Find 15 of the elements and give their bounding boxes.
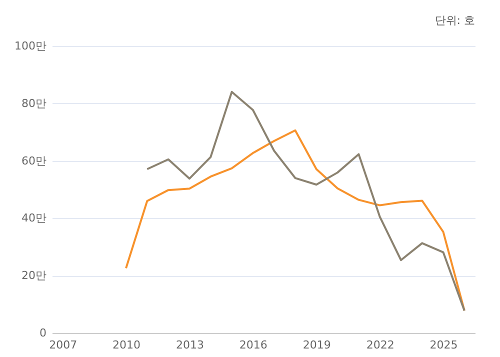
y-tick-label: 20만 bbox=[22, 269, 46, 282]
y-tick-label: 60만 bbox=[22, 154, 46, 168]
x-tick-label: 2007 bbox=[49, 338, 78, 352]
y-tick-label: 80만 bbox=[22, 96, 46, 110]
x-tick-label: 2025 bbox=[430, 338, 458, 352]
text: 단위: 호 bbox=[434, 14, 475, 27]
y-tick-label: 40만 bbox=[22, 212, 46, 225]
y-tick-label: 100만 bbox=[14, 40, 46, 52]
x-tick-label: 2019 bbox=[302, 338, 331, 352]
x-tick-label: 2013 bbox=[176, 338, 204, 352]
x-tick-label: 2016 bbox=[239, 338, 268, 352]
x-tick-label: 2022 bbox=[366, 338, 394, 352]
line-series bbox=[146, 90, 466, 312]
x-tick-label: 2010 bbox=[112, 338, 141, 352]
y-tick-label: 0 bbox=[40, 326, 46, 340]
